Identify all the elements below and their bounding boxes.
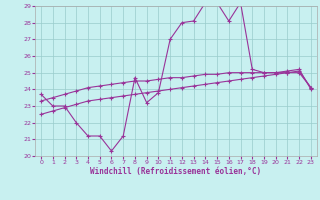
X-axis label: Windchill (Refroidissement éolien,°C): Windchill (Refroidissement éolien,°C) — [91, 167, 261, 176]
